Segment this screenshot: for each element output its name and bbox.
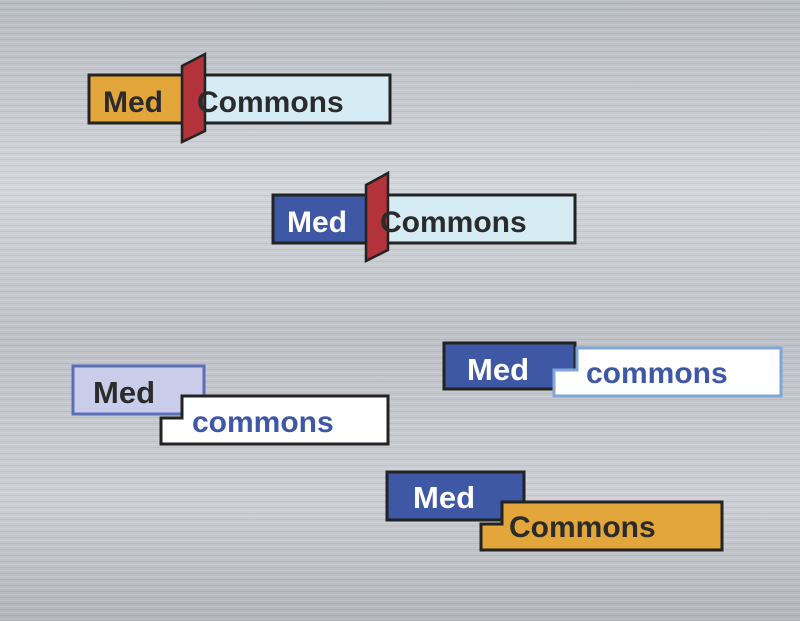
med-text: Med — [287, 206, 347, 239]
commons-text: Commons — [509, 511, 656, 544]
red-divider — [364, 170, 390, 264]
commons-box — [370, 193, 577, 245]
logo-blue-divider: Med Commons — [271, 170, 577, 264]
logo-blue-stepped-outline: Med commons — [442, 341, 783, 398]
commons-text: commons — [586, 357, 728, 390]
commons-text: Commons — [197, 86, 344, 119]
commons-box — [479, 500, 724, 552]
red-divider — [180, 51, 207, 144]
med-box — [271, 193, 374, 245]
med-text: Med — [93, 375, 155, 410]
commons-box — [159, 394, 390, 446]
med-text: Med — [413, 480, 475, 515]
med-text: Med — [103, 86, 163, 119]
commons-text: Commons — [380, 206, 527, 239]
logo-orange-divider: Med Commons — [87, 51, 392, 144]
commons-box — [552, 346, 783, 398]
logo-blue-stepped-orange: Med Commons — [385, 470, 724, 552]
med-box — [87, 73, 191, 125]
logo-lavender-stepped: Med commons — [71, 364, 390, 446]
med-text: Med — [467, 352, 529, 387]
commons-text: commons — [192, 406, 334, 439]
